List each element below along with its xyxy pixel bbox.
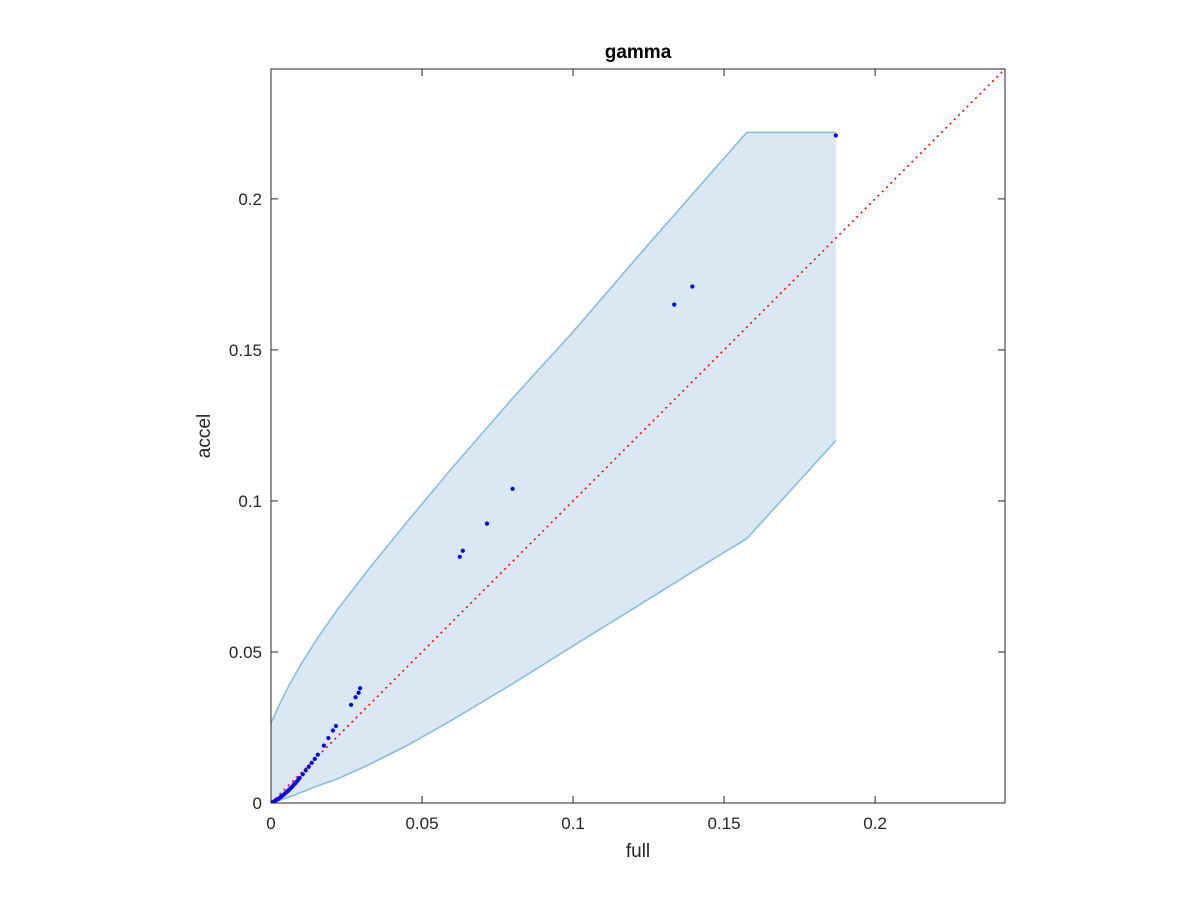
data-point [348, 702, 354, 707]
x-tick-label: 0.2 [863, 814, 887, 833]
data-point [460, 548, 465, 553]
x-tick-label: 0.05 [405, 814, 438, 833]
x-axis-label: full [626, 841, 650, 862]
data-point [690, 284, 695, 289]
data-point [484, 521, 490, 526]
data-point [672, 302, 677, 307]
data-point [833, 133, 838, 138]
band-lower-edge [271, 439, 837, 803]
plot-area [271, 69, 1005, 803]
band-upper-edge [271, 131, 836, 724]
data-point [321, 743, 326, 748]
data-point [326, 735, 331, 741]
y-tick-label: 0.05 [229, 643, 262, 662]
reference-line [271, 69, 1005, 803]
data-point [306, 764, 311, 769]
chart-title: gamma [605, 42, 672, 63]
y-tick-label: 0.2 [238, 190, 262, 209]
y-axis-label: accel [194, 414, 215, 458]
axes-frame [270, 68, 1006, 804]
x-tick-label: 0.15 [708, 814, 741, 833]
data-point [457, 554, 462, 559]
x-tick-label: 0 [266, 814, 275, 833]
y-tick-label: 0 [253, 794, 262, 813]
data-point [356, 690, 361, 695]
data-point [312, 756, 317, 761]
data-point [333, 723, 339, 729]
axis-ticks: 0 0.05 0.1 0.15 0.2 0 0.05 0.1 0.15 0.2 [229, 69, 1005, 833]
confidence-band [271, 132, 836, 803]
plot-clip-group [271, 69, 1005, 803]
data-point [315, 752, 320, 757]
data-point [297, 775, 302, 781]
data-point [510, 486, 515, 491]
data-point [300, 772, 305, 777]
data-point [303, 768, 308, 773]
data-point [358, 686, 363, 691]
data-point [353, 695, 358, 700]
data-point [330, 728, 336, 733]
data-point [309, 760, 314, 765]
y-tick-label: 0.15 [229, 341, 262, 360]
x-tick-label: 0.1 [561, 814, 585, 833]
y-tick-label: 0.1 [238, 492, 262, 511]
